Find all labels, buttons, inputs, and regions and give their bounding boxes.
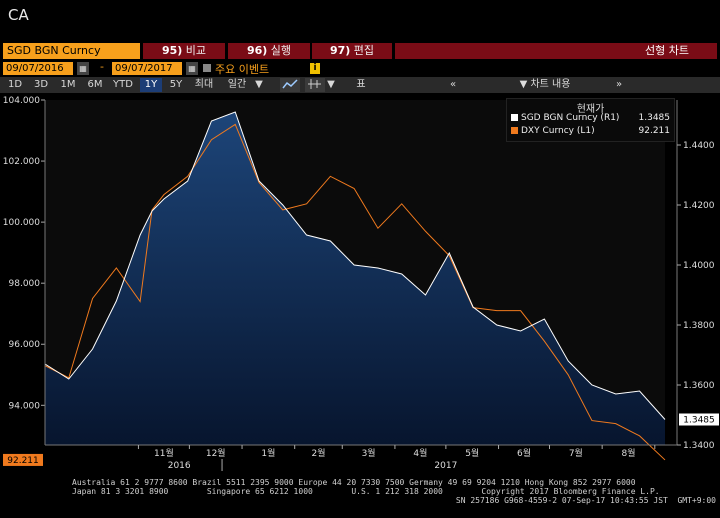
right-tick-label: 1.3400 [683,441,715,451]
x-month-label: 11월 [154,447,174,459]
right-tick-label: 1.4400 [683,141,715,151]
legend-value-sgd: 1.3485 [638,113,671,123]
x-month-label: 1월 [261,447,275,459]
chart-style-dropdown-arrow[interactable]: ▼ [327,79,335,90]
info-icon[interactable]: i [310,63,320,74]
left-tick-label: 96.000 [9,340,41,350]
chart-style-icon[interactable] [305,78,325,92]
period-3d-button[interactable]: 3D [33,79,49,90]
period-1d-button[interactable]: 1D [7,79,23,90]
legend-entry-sgd: SGD BGN Curncy (R1) 1.3485 [511,113,674,123]
start-calendar-icon[interactable]: ▦ [77,62,89,75]
table-button[interactable]: 표 [356,79,366,90]
date-separator: - [100,60,104,73]
dxy-series-line [44,123,666,461]
chart-content-arrow: ▼ [519,79,528,90]
x-month-label: 2월 [311,447,325,459]
expand-icon[interactable]: » [615,79,623,90]
toolbar [0,77,720,93]
edit-button-num: 97) [329,44,351,57]
period-6m-button[interactable]: 6M [87,79,103,90]
period-max-button[interactable]: 최대 [194,79,214,90]
legend-title: 현재가 [576,104,605,115]
footer-line-3: SN 257186 G968-4559-2 07-Sep-17 10:43:55… [455,496,716,505]
events-checkbox[interactable] [203,64,211,72]
x-month-label: 12월 [206,447,226,459]
compare-button-num: 95) [161,44,183,57]
chart-type-button[interactable]: 선형 차트 [395,43,717,59]
legend-swatch-dxy [511,127,518,134]
legend-name-sgd: SGD BGN Curncy (R1) [521,113,620,123]
left-tick-label: 98.000 [9,279,41,289]
period-ytd-button[interactable]: YTD [113,79,133,90]
left-tick-label: 100.000 [3,218,40,228]
window-title: CA [8,6,29,24]
footer-line-1: Australia 61 2 9777 8600 Brazil 5511 239… [72,478,636,487]
left-tick-label: 104.000 [3,96,40,106]
x-month-label: 8월 [621,447,635,459]
right-tick-label: 1.4200 [683,201,715,211]
right-tick-label: 1.3800 [683,321,715,331]
x-year-label: 2017 [434,461,457,471]
ticker-input[interactable]: SGD BGN Curncy [3,43,140,59]
x-month-label: 7월 [569,447,583,459]
legend: 현재가 SGD BGN Curncy (R1) 1.3485 DXY Curnc… [506,98,675,142]
events-label: 주요 이벤트 [215,63,270,76]
chart-content-label[interactable]: ▼ 차트 내용 [505,78,585,92]
right-tick-label: 1.3600 [683,381,715,391]
edit-button-label: 편집 [353,44,375,57]
legend-name-dxy: DXY Curncy (L1) [521,126,595,136]
last-value-left-badge [3,453,43,466]
left-tick-label: 94.000 [9,401,41,411]
x-month-label: 5월 [465,447,479,459]
collapse-icon[interactable]: « [449,79,457,90]
chart-content-text: 차트 내용 [530,79,571,90]
footer-line-2: Japan 81 3 3201 8900 Singapore 65 6212 1… [72,487,660,496]
legend-swatch-sgd [511,114,518,121]
frequency-dropdown-arrow[interactable]: ▼ [255,79,263,90]
right-tick-label: 1.4000 [683,261,715,271]
price-chart[interactable]: 104.000 102.000 100.000 98.000 96.000 94.000 9… [0,95,720,475]
sgd-series-line [44,111,666,420]
end-date-input[interactable]: 09/07/2017 [112,62,182,75]
run-button-label: 실행 [270,44,292,57]
line-chart-icon[interactable] [280,78,300,92]
last-value-right-label: 1.3485 [683,416,715,426]
legend-value-dxy: 92.211 [638,126,671,136]
run-button[interactable]: 96) 실행 [228,43,310,59]
period-1y-button[interactable]: 1Y [140,78,162,92]
compare-button-label: 비교 [185,44,207,57]
sgd-area-fill [45,112,665,445]
last-value-left-label: 92.211 [7,456,39,466]
last-value-right-badge [679,413,719,426]
legend-entry-dxy: DXY Curncy (L1) 92.211 [511,126,674,136]
x-month-label: 3월 [362,447,376,459]
x-month-label: 6월 [517,447,531,459]
x-month-label: 4월 [413,447,427,459]
period-5y-button[interactable]: 5Y [169,79,183,90]
end-calendar-icon[interactable]: ▦ [186,62,198,75]
start-date-input[interactable]: 09/07/2016 [3,62,73,75]
left-tick-label: 102.000 [3,157,40,167]
frequency-select[interactable]: 일간 [227,79,247,90]
x-year-label: 2016 [168,461,191,471]
footer-contacts: Australia 61 2 9777 8600 Brazil 5511 239… [72,478,720,505]
edit-button[interactable]: 97) 편집 [312,43,392,59]
compare-button[interactable]: 95) 비교 [143,43,225,59]
run-button-num: 96) [246,44,268,57]
period-1m-button[interactable]: 1M [60,79,76,90]
